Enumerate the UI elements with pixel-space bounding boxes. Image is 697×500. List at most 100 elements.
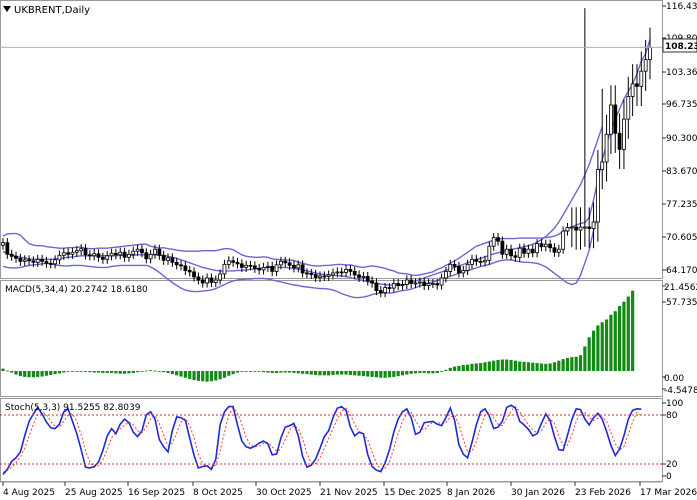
candle [635,64,639,107]
macd-bar [235,370,240,373]
candle [105,251,110,264]
candle [14,251,18,263]
date-tick: 23 Feb 2026 [575,488,631,498]
candle [461,265,466,278]
stoch-tick: 80 [666,411,678,421]
macd-bar [379,370,383,378]
candle [22,255,27,266]
macd-bar [253,370,257,372]
macd-bar [387,370,392,378]
candle [300,260,305,278]
candle [79,244,84,256]
candle [174,257,179,270]
price-panel[interactable] [0,0,663,279]
price-tick: 57.735 [666,298,697,308]
macd-bar [57,370,62,374]
macd-bar [75,370,79,372]
macd-bar [583,346,587,371]
candle [387,283,392,293]
candle [539,239,544,252]
candle [170,253,175,267]
candle [74,246,79,257]
candle [422,277,427,291]
macd-bar [296,370,300,374]
macd-bar [548,363,552,371]
candle [100,252,105,264]
candle [70,247,75,259]
macd-bar [522,361,526,371]
candle [118,247,123,260]
candle [83,244,88,260]
macd-bar [570,357,574,371]
candle [144,248,149,264]
candle [109,248,114,261]
macd-bar [535,363,539,371]
macd-bar [544,363,548,371]
macd-bar [166,370,170,373]
price-tick: 83.670 [666,167,697,177]
chart-menu-icon[interactable] [3,6,11,12]
candle [491,233,496,251]
macd-bar [426,370,431,374]
candle [435,278,440,290]
candle [96,249,101,262]
macd-bar [283,370,287,373]
candle [161,250,166,265]
date-tick: 25 Aug 2025 [65,488,123,498]
bollinger-line-0 [2,39,651,277]
bollinger-line-2 [2,214,599,299]
macd-bar [513,360,517,371]
macd-bar [331,370,335,375]
macd-bar [587,337,591,371]
date-tick: 30 Oct 2025 [256,488,312,498]
candle [44,256,49,268]
candle [526,244,531,258]
macd-bar [418,370,422,373]
current-price-value: 108.230 [665,42,697,52]
candle [279,256,283,270]
candle [391,278,396,293]
candle [361,271,366,283]
candle [409,275,414,289]
macd-bar [10,370,14,373]
macd-bar [487,361,491,371]
macd-bar [452,366,457,371]
macd-bar [149,370,153,371]
candle [487,241,492,265]
candle [470,254,474,269]
price-tick: 116.430 [666,2,697,12]
macd-bar [366,370,370,377]
macd-bar [479,363,483,371]
macd-bar [552,362,557,371]
macd-bar [466,364,470,371]
candle [548,239,553,253]
macd-bar [18,370,22,377]
macd-bar [14,370,18,375]
candle [535,239,540,258]
macd-bar [201,370,205,382]
candle [504,244,509,259]
candle [617,113,622,170]
date-tick: 4 Aug 2025 [3,488,55,498]
macd-bar [66,370,70,372]
macd-panel[interactable] [0,280,663,397]
candle [113,248,118,260]
macd-bar [618,306,622,371]
candle [430,278,435,289]
macd-bar [461,365,465,371]
macd-bar [192,370,196,381]
candle [48,258,53,269]
candle [92,249,97,261]
candle [587,207,592,249]
candle [287,258,292,270]
candle [444,266,448,283]
macd-bar [509,359,513,371]
candle [483,255,487,267]
candle [274,260,279,276]
candle [239,259,244,272]
macd-bar [274,370,279,373]
macd-bar [79,370,83,372]
macd-bar [96,370,101,373]
macd-bar [88,370,92,373]
